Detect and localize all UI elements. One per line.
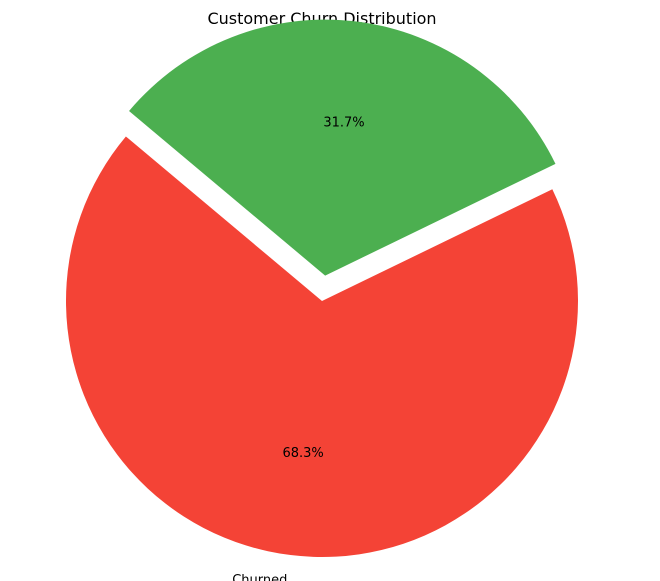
labels-layer: 68.3% Churned 31.7% Active: [232, 0, 400, 581]
slices-layer: [66, 19, 579, 558]
category-label-churned: Churned: [232, 573, 287, 581]
chart-title: Customer Churn Distribution: [207, 9, 436, 28]
category-label-active: Active: [360, 0, 400, 4]
percent-label-active: 31.7%: [323, 116, 364, 131]
pie-slice-churned: [66, 136, 579, 558]
percent-label-churned: 68.3%: [282, 446, 323, 461]
pie-slice-active: [129, 19, 556, 276]
